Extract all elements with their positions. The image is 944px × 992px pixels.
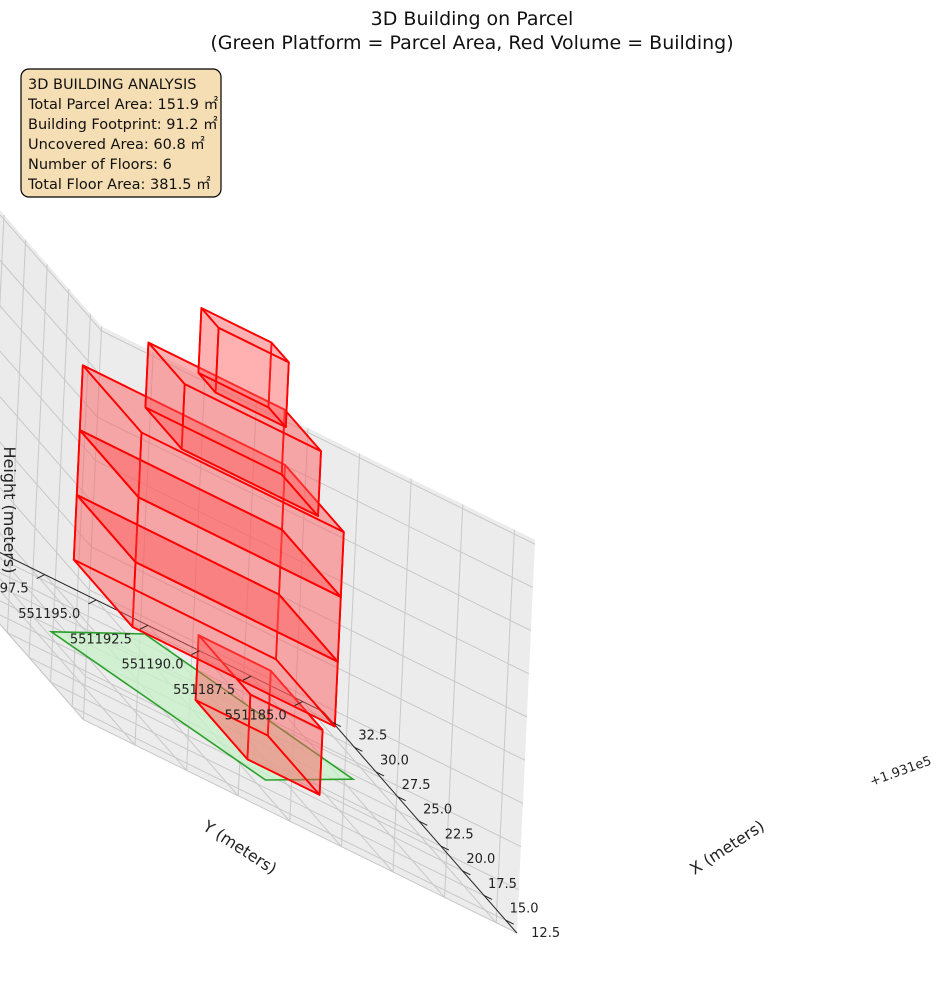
floor-2 (72, 493, 339, 728)
grid-line-z (0, 577, 520, 891)
x-tick-label: 12.5 (531, 926, 560, 941)
y-tick-mark (88, 599, 97, 605)
x-tick-mark (354, 746, 363, 752)
floor-3-face-4 (75, 493, 339, 663)
x-tick-label: 30.0 (380, 753, 409, 768)
floor-4 (78, 364, 345, 598)
y-tick-label: 551195.0 (18, 607, 80, 622)
info-box-background (20, 68, 222, 198)
floor-5-face-4 (144, 406, 319, 517)
info-box: 3D BUILDING ANALYSIS Total Parcel Area: … (20, 68, 222, 198)
x-offset-label: +1.931e5 (868, 754, 934, 790)
back-left-pane (0, 210, 102, 720)
floor-4-face-4 (78, 429, 342, 598)
floor-1 (194, 634, 324, 796)
grid-line-x (0, 558, 334, 724)
y-tick-label: 551185.0 (225, 709, 287, 724)
floor-6-face-5 (200, 307, 290, 364)
x-tick-label: 22.5 (445, 827, 474, 842)
x-tick-label: 17.5 (488, 877, 517, 892)
x-tick-label: 15.0 (510, 901, 539, 916)
grid-line-z (0, 623, 518, 934)
x-tick-label: 32.5 (358, 729, 387, 744)
floor-4-face-5 (81, 364, 345, 533)
x-tick-mark (483, 895, 493, 900)
x-tick-mark (419, 820, 428, 826)
floor-6 (197, 307, 290, 429)
grid-line-z (0, 305, 532, 632)
floor-6-face-4 (197, 371, 287, 429)
x-tick-mark (397, 796, 406, 802)
x-tick-mark (462, 870, 471, 876)
x-tick-label: 27.5 (402, 778, 431, 793)
x-tick-label: 25.0 (423, 803, 452, 818)
grid-line-z (0, 441, 526, 761)
y-tick-mark (139, 624, 149, 630)
y-tick-label: 551197.5 (0, 582, 29, 597)
info-building-footprint: Building Footprint: 91.2 ㎡ (28, 116, 218, 133)
chart-title: 3D Building on Parcel (371, 8, 574, 30)
grid-line-z (0, 214, 536, 545)
y-tick-mark (36, 574, 45, 579)
grid-line-x (0, 572, 355, 748)
x-tick-label: 20.0 (466, 852, 495, 867)
y-tick-mark (242, 675, 252, 681)
x-tick-mark (375, 771, 385, 777)
floor-1-face-5 (197, 634, 324, 731)
tick-labels: 12.5 15.0 17.5 20.0 22.5 25.0 27.5 30.0 32.5 5511… (0, 574, 560, 941)
x-tick-mark (332, 722, 342, 728)
x-tick-mark (440, 845, 450, 851)
y-tick-label: 551192.5 (70, 632, 132, 647)
floor-5 (144, 341, 322, 517)
info-number-of-floors: Number of Floors: 6 (28, 157, 172, 173)
info-title: 3D BUILDING ANALYSIS (28, 77, 196, 93)
grid-line-z (0, 350, 530, 675)
y-axis-title: Y (meters) (199, 816, 280, 878)
floor-2-face-4 (72, 558, 336, 728)
z-axis-title: Height (meters) (0, 447, 19, 574)
x-tick-mark (505, 919, 514, 925)
info-uncovered-area: Uncovered Area: 60.8 ㎡ (28, 136, 205, 153)
building-layer (72, 307, 345, 796)
y-tick-label: 551187.5 (173, 683, 235, 698)
chart-subtitle: (Green Platform = Parcel Area, Red Volum… (210, 32, 733, 54)
grid-line-z (0, 486, 524, 804)
x-axis-title: X (meters) (686, 816, 768, 878)
info-parcel-area: Total Parcel Area: 151.9 ㎡ (27, 96, 219, 113)
floor-1-face-4 (194, 699, 321, 796)
y-tick-label: 551190.0 (121, 658, 183, 673)
floor-3 (75, 429, 342, 663)
y-tick-mark (294, 701, 303, 706)
info-total-floor-area: Total Floor Area: 381.5 ㎡ (27, 176, 211, 193)
y-tick-mark (191, 650, 200, 656)
